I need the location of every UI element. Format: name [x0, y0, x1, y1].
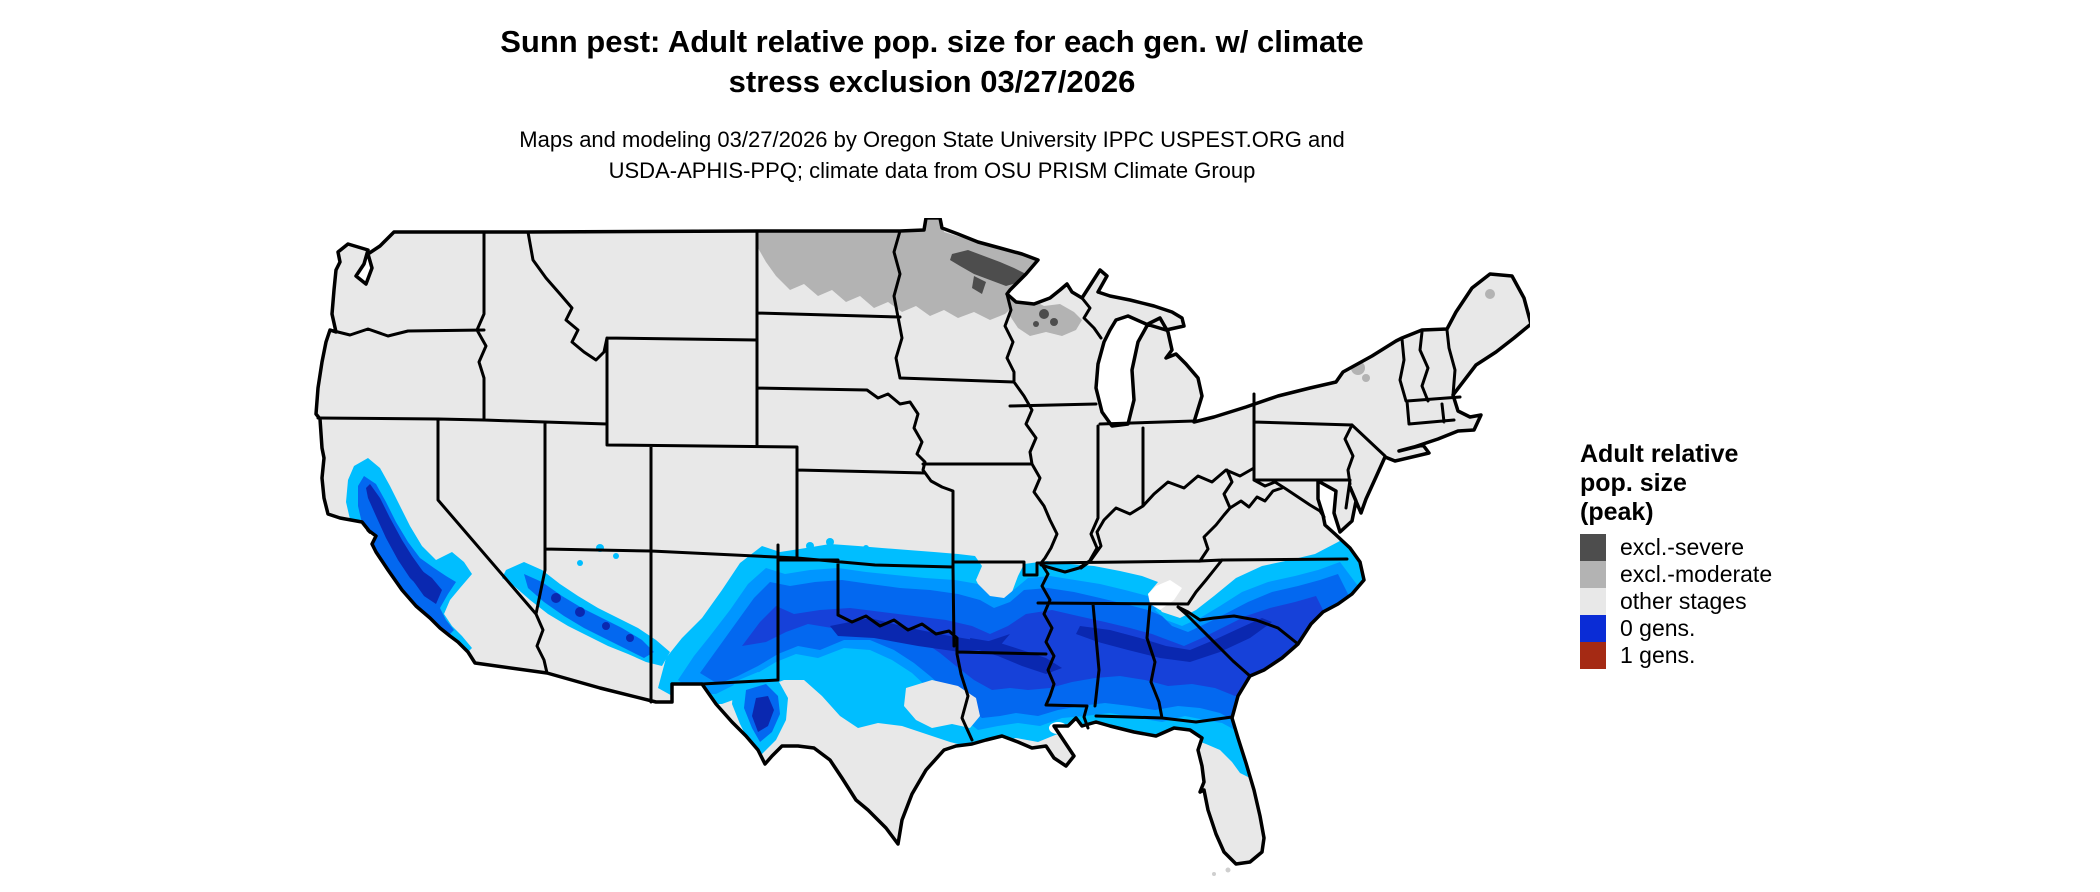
shade-excl-severe-minnesota-arrowhead [950, 250, 1026, 286]
shade-excl-severe-wisconsin-speck3 [1033, 321, 1039, 327]
florida-keys-speck1 [1225, 867, 1231, 873]
shade-gen0-level5-arkansas-core [970, 638, 1062, 674]
legend-label-1-gens: 1 gens. [1620, 642, 1696, 668]
shade-excl-moderate-maine-speck [1485, 289, 1495, 299]
florida-keys-speck2 [1212, 872, 1216, 876]
legend-swatch-excl-moderate [1580, 561, 1606, 588]
legend-label-excl-moderate: excl.-moderate [1620, 561, 1773, 587]
us-map [310, 218, 1530, 878]
conus-outline [314, 218, 1530, 866]
shade-excl-severe-minnesota-spur [972, 276, 986, 294]
legend-title: Adult relative pop. size (peak) [1580, 440, 1900, 527]
shade-excl-severe-wisconsin-speck1 [1039, 309, 1049, 319]
shade-gen0-level5-west-texas [752, 696, 774, 732]
legend-swatch-0-gens [1580, 615, 1606, 642]
shade-excl-severe-wisconsin-speck2 [1050, 318, 1058, 326]
page-title: Sunn pest: Adult relative pop. size for … [0, 22, 1864, 102]
page-subtitle: Maps and modeling 03/27/2026 by Oregon S… [0, 124, 1864, 186]
state-borders [316, 229, 1462, 742]
page-title-line2: stress exclusion 03/27/2026 [728, 64, 1136, 99]
legend-title-line3: (peak) [1580, 498, 1654, 526]
shade-gen0-level5-central-valley [366, 484, 430, 590]
legend-label-other-stages: other stages [1620, 588, 1747, 614]
shade-gen0-fourcorners-speck2 [613, 553, 619, 559]
legend-swatch-excl-severe [1580, 534, 1606, 561]
shade-gen0-level5-red-river-core [830, 618, 1010, 652]
legend-title-line2: pop. size [1580, 469, 1687, 497]
shade-gen0-az-speck3 [602, 622, 610, 630]
legend-item-1-gens: 1 gens. [1580, 642, 1900, 669]
shade-gen0-kansas-speck3 [863, 545, 869, 551]
page-title-line1: Sunn pest: Adult relative pop. size for … [500, 24, 1364, 59]
legend-item-excl-severe: excl.-severe [1580, 534, 1900, 561]
shade-gen0-az-speck1 [551, 593, 561, 603]
legend-swatch-other-stages [1580, 588, 1606, 615]
shade-gen0-level5-socal-core [414, 568, 442, 604]
shade-excl-moderate-north-band [756, 220, 1038, 320]
legend-title-line1: Adult relative [1580, 440, 1739, 468]
shade-gen0-level5-deep-south-core [1076, 618, 1272, 662]
legend-item-other-stages: other stages [1580, 588, 1900, 615]
legend-swatch-1-gens [1580, 642, 1606, 669]
shade-gen0-kansas-speck1 [806, 542, 814, 550]
map-legend: Adult relative pop. size (peak) excl.-se… [1580, 440, 1900, 669]
shade-gen0-az-speck4 [626, 634, 634, 642]
shade-gen0-fourcorners-speck3 [577, 560, 583, 566]
shade-excl-moderate-adirondacks2 [1362, 374, 1370, 382]
page-subtitle-line2: USDA-APHIS-PPQ; climate data from OSU PR… [608, 158, 1256, 183]
legend-item-0-gens: 0 gens. [1580, 615, 1900, 642]
shade-gen0-kansas-speck2 [826, 538, 834, 546]
us-map-svg [314, 218, 1530, 876]
legend-label-excl-severe: excl.-severe [1620, 534, 1744, 560]
legend-item-excl-moderate: excl.-moderate [1580, 561, 1900, 588]
legend-label-0-gens: 0 gens. [1620, 615, 1696, 641]
page-subtitle-line1: Maps and modeling 03/27/2026 by Oregon S… [519, 127, 1345, 152]
shade-gen0-az-speck2 [575, 607, 585, 617]
